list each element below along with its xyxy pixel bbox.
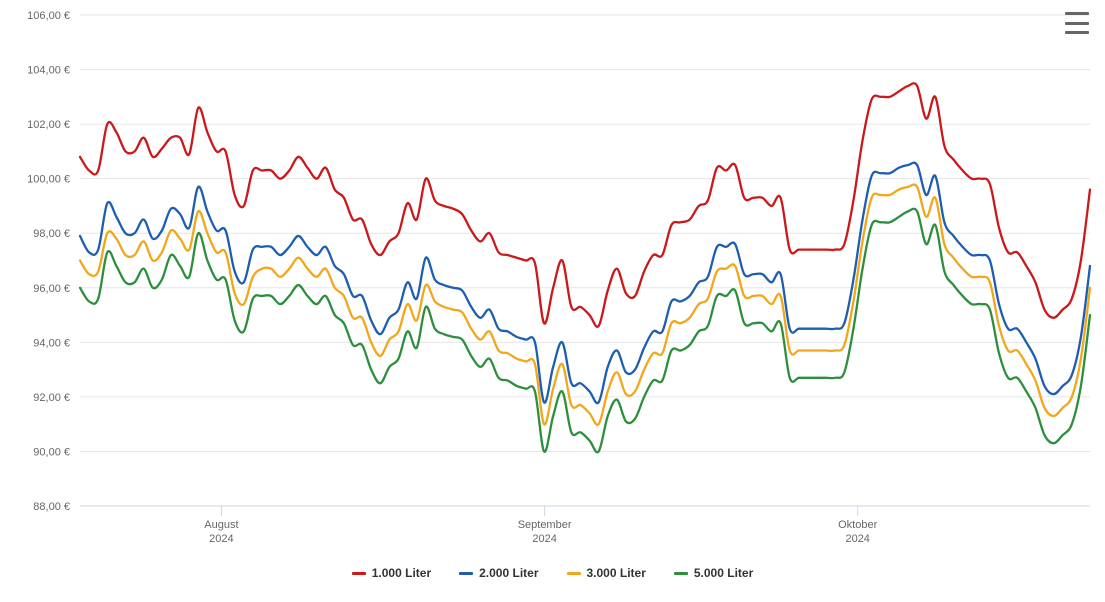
legend-label: 5.000 Liter xyxy=(694,566,753,580)
y-tick-label: 90,00 € xyxy=(33,446,70,458)
y-tick-label: 98,00 € xyxy=(33,228,70,240)
legend-label: 1.000 Liter xyxy=(372,566,431,580)
x-tick-label: Oktober xyxy=(838,519,877,531)
x-tick-sublabel: 2024 xyxy=(209,533,233,545)
y-tick-label: 104,00 € xyxy=(27,65,70,77)
y-tick-label: 102,00 € xyxy=(27,119,70,131)
legend-swatch xyxy=(567,572,581,575)
legend-label: 3.000 Liter xyxy=(587,566,646,580)
y-tick-label: 92,00 € xyxy=(33,392,70,404)
legend-item[interactable]: 3.000 Liter xyxy=(567,566,646,580)
x-tick-label: August xyxy=(204,519,238,531)
legend-item[interactable]: 2.000 Liter xyxy=(459,566,538,580)
legend-item[interactable]: 1.000 Liter xyxy=(352,566,431,580)
chart-plot: 88,00 € 90,00 € 92,00 € 94,00 € 96,00 € 98,00… xyxy=(0,0,1105,602)
chart-legend: 1.000 Liter 2.000 Liter 3.000 Liter 5.000 L… xyxy=(0,566,1105,580)
y-tick-label: 88,00 € xyxy=(33,501,70,513)
y-tick-label: 100,00 € xyxy=(27,174,70,186)
chart-menu-icon[interactable] xyxy=(1065,10,1089,36)
y-tick-label: 94,00 € xyxy=(33,337,70,349)
legend-swatch xyxy=(459,572,473,575)
x-tick-sublabel: 2024 xyxy=(532,533,556,545)
x-tick-label: September xyxy=(518,519,572,531)
legend-label: 2.000 Liter xyxy=(479,566,538,580)
y-tick-label: 106,00 € xyxy=(27,10,70,22)
legend-swatch xyxy=(352,572,366,575)
x-tick-sublabel: 2024 xyxy=(845,533,869,545)
price-chart: 88,00 € 90,00 € 92,00 € 94,00 € 96,00 € 98,00… xyxy=(0,0,1105,602)
legend-swatch xyxy=(674,572,688,575)
series-line xyxy=(80,209,1090,453)
y-tick-label: 96,00 € xyxy=(33,283,70,295)
legend-item[interactable]: 5.000 Liter xyxy=(674,566,753,580)
